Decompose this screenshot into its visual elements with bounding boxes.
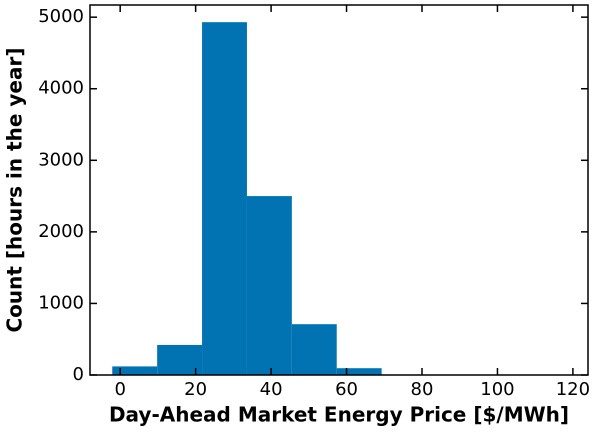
bar: [247, 196, 292, 375]
x-tick-label: 0: [114, 379, 125, 400]
y-tick-label: 1000: [38, 292, 84, 313]
y-tick-label: 4000: [38, 78, 84, 99]
x-tick-label: 100: [480, 379, 514, 400]
x-axis-title: Day-Ahead Market Energy Price [$/MWh]: [109, 403, 569, 427]
bar: [337, 368, 382, 375]
x-tick-label: 120: [556, 379, 590, 400]
x-tick-label: 40: [260, 379, 283, 400]
bar: [292, 324, 337, 375]
y-tick-label: 3000: [38, 149, 84, 170]
x-tick-label: 20: [184, 379, 207, 400]
x-tick-label: 60: [335, 379, 358, 400]
y-tick-label: 5000: [38, 6, 84, 27]
y-axis-title: Count [hours in the year]: [3, 48, 27, 333]
y-tick-label: 0: [73, 364, 84, 385]
bar: [202, 22, 247, 375]
x-tick-label: 80: [411, 379, 434, 400]
plot-frame: [90, 5, 588, 375]
y-tick-label: 2000: [38, 221, 84, 242]
bar: [112, 366, 157, 375]
